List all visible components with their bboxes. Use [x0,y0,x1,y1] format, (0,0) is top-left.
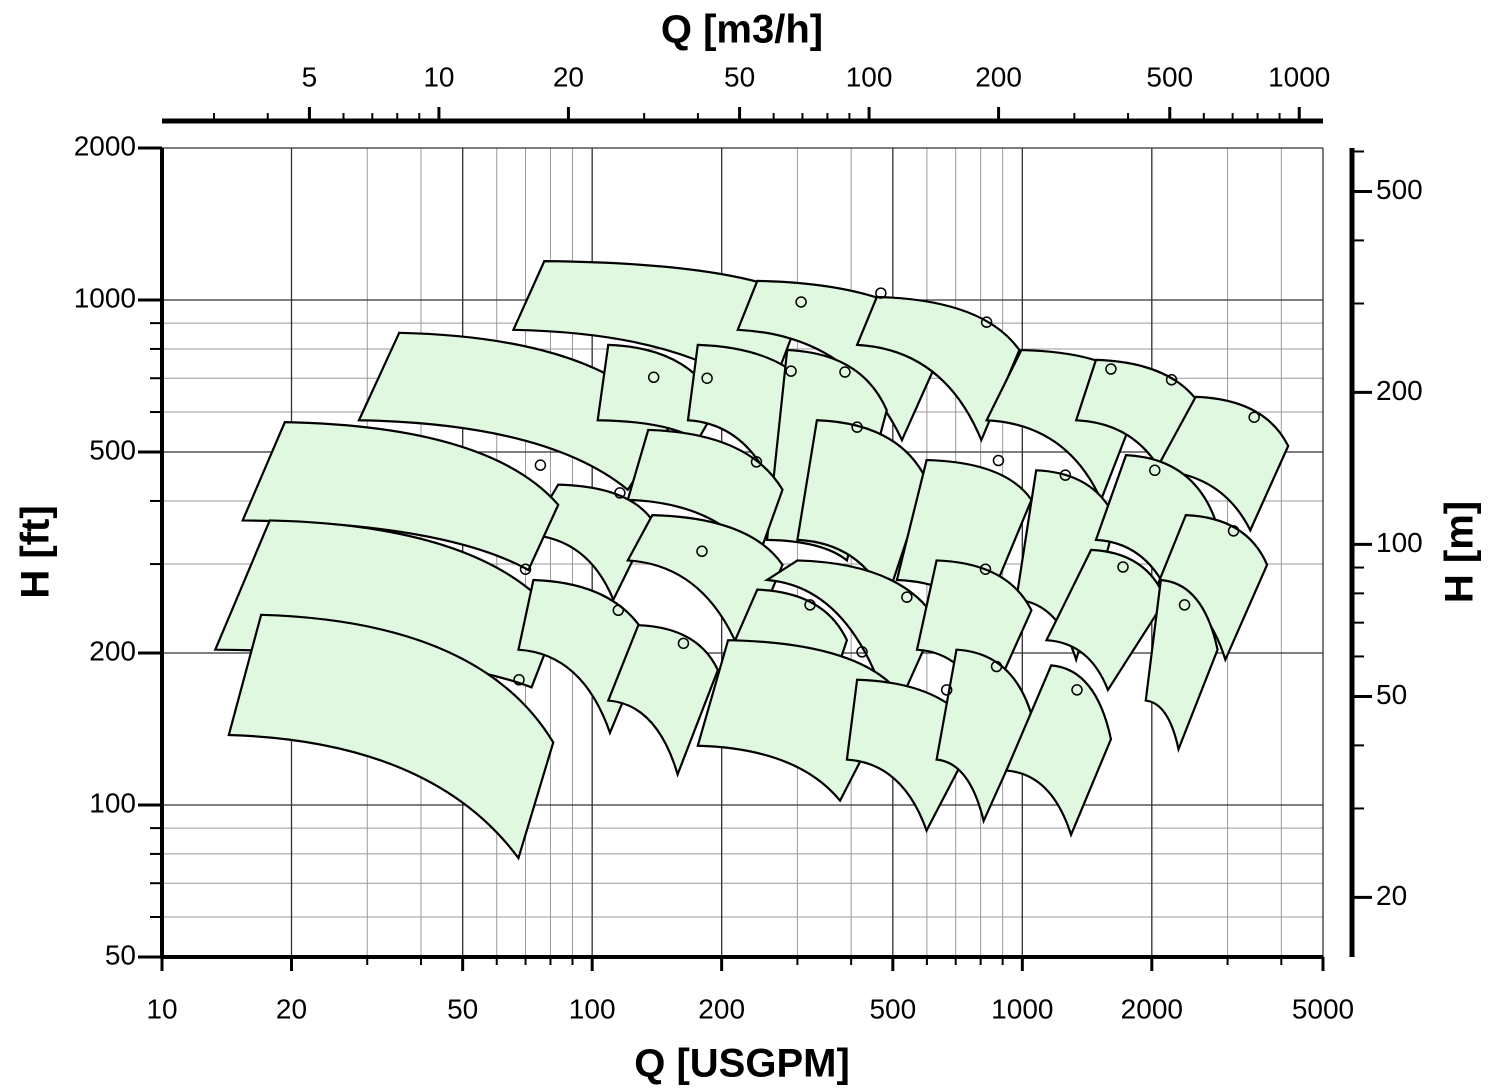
bep-marker [513,674,525,686]
axes: 10 20 50 100 200 500 1000 2000 5000 50 100 200 500 10… [74,61,1423,1024]
x-tick-label: 200 [698,993,745,1024]
bep-marker [992,454,1005,467]
y2-axis-title: H [m] [1438,501,1482,603]
x-tick-label: 100 [569,993,616,1024]
x-tick-label: 5000 [1292,993,1354,1024]
x-tick-label: 1000 [991,993,1053,1024]
bep-marker [1059,469,1072,481]
bep-marker [901,591,913,603]
bep-marker [696,545,708,558]
bep-marker [875,287,887,299]
bep-marker [1178,599,1191,611]
x-tick-label: 10 [146,993,177,1024]
pump-tile [1044,548,1167,693]
y-tick-label: 2000 [74,130,136,161]
bep-marker [1117,561,1129,573]
x2-tick-label: 20 [553,61,584,92]
bep-marker [990,660,1003,673]
bep-marker [804,599,816,611]
tiles [213,260,1290,861]
x2-tick-label: 50 [724,61,755,92]
bep-marker [1105,363,1117,375]
x-tick-label: 20 [276,993,307,1024]
y2-tick-label: 50 [1376,679,1407,710]
bep-marker [980,316,993,328]
pump-tile [227,613,555,861]
y-axis-title: H [ft] [14,505,58,598]
bep-marker [750,456,763,468]
y2-tick-label: 200 [1376,375,1423,406]
x2-tick-label: 10 [423,61,454,92]
bep-marker [1165,374,1178,386]
y-tick-label: 100 [89,787,136,818]
x-tick-label: 500 [869,993,916,1024]
y-tick-label: 1000 [74,282,136,313]
bep-marker [612,604,625,617]
pump-tile [526,483,654,603]
y2-tick-label: 20 [1376,880,1407,911]
bep-marker [795,296,807,308]
pump-tile [855,295,1021,443]
bep-marker [851,421,863,433]
y-tick-label: 200 [89,635,136,666]
bep-marker [519,563,532,575]
bep-marker [839,366,851,378]
y2-tick-label: 100 [1376,527,1423,558]
bep-marker [614,487,626,499]
bep-marker [534,459,547,471]
bep-marker [1149,464,1161,477]
bep-marker [677,637,690,650]
y2-tick-label: 500 [1376,174,1423,205]
bep-marker [940,684,953,696]
x-tick-label: 2000 [1121,993,1183,1024]
bep-marker [856,646,868,658]
x2-tick-label: 500 [1146,61,1193,92]
bep-marker [785,365,797,377]
y-tick-label: 50 [105,939,136,970]
x-tick-label: 50 [447,993,478,1024]
bep-marker [1248,411,1260,423]
bep-marker [701,372,713,384]
x2-tick-label: 1000 [1268,61,1330,92]
bep-marker [979,563,992,575]
bep-marker [1071,684,1083,696]
pump-tile [1144,578,1219,753]
bep-marker [647,371,660,384]
pump-tile [606,624,720,778]
x2-axis-title: Q [m3/h] [661,8,823,52]
y-tick-label: 500 [89,434,136,465]
pump-tile [1004,664,1113,838]
x2-tick-label: 5 [302,61,318,92]
x2-tick-label: 100 [846,61,893,92]
bep-marker [1227,525,1240,537]
x2-tick-label: 200 [975,61,1022,92]
x-axis-title: Q [USGPM] [634,1042,850,1086]
